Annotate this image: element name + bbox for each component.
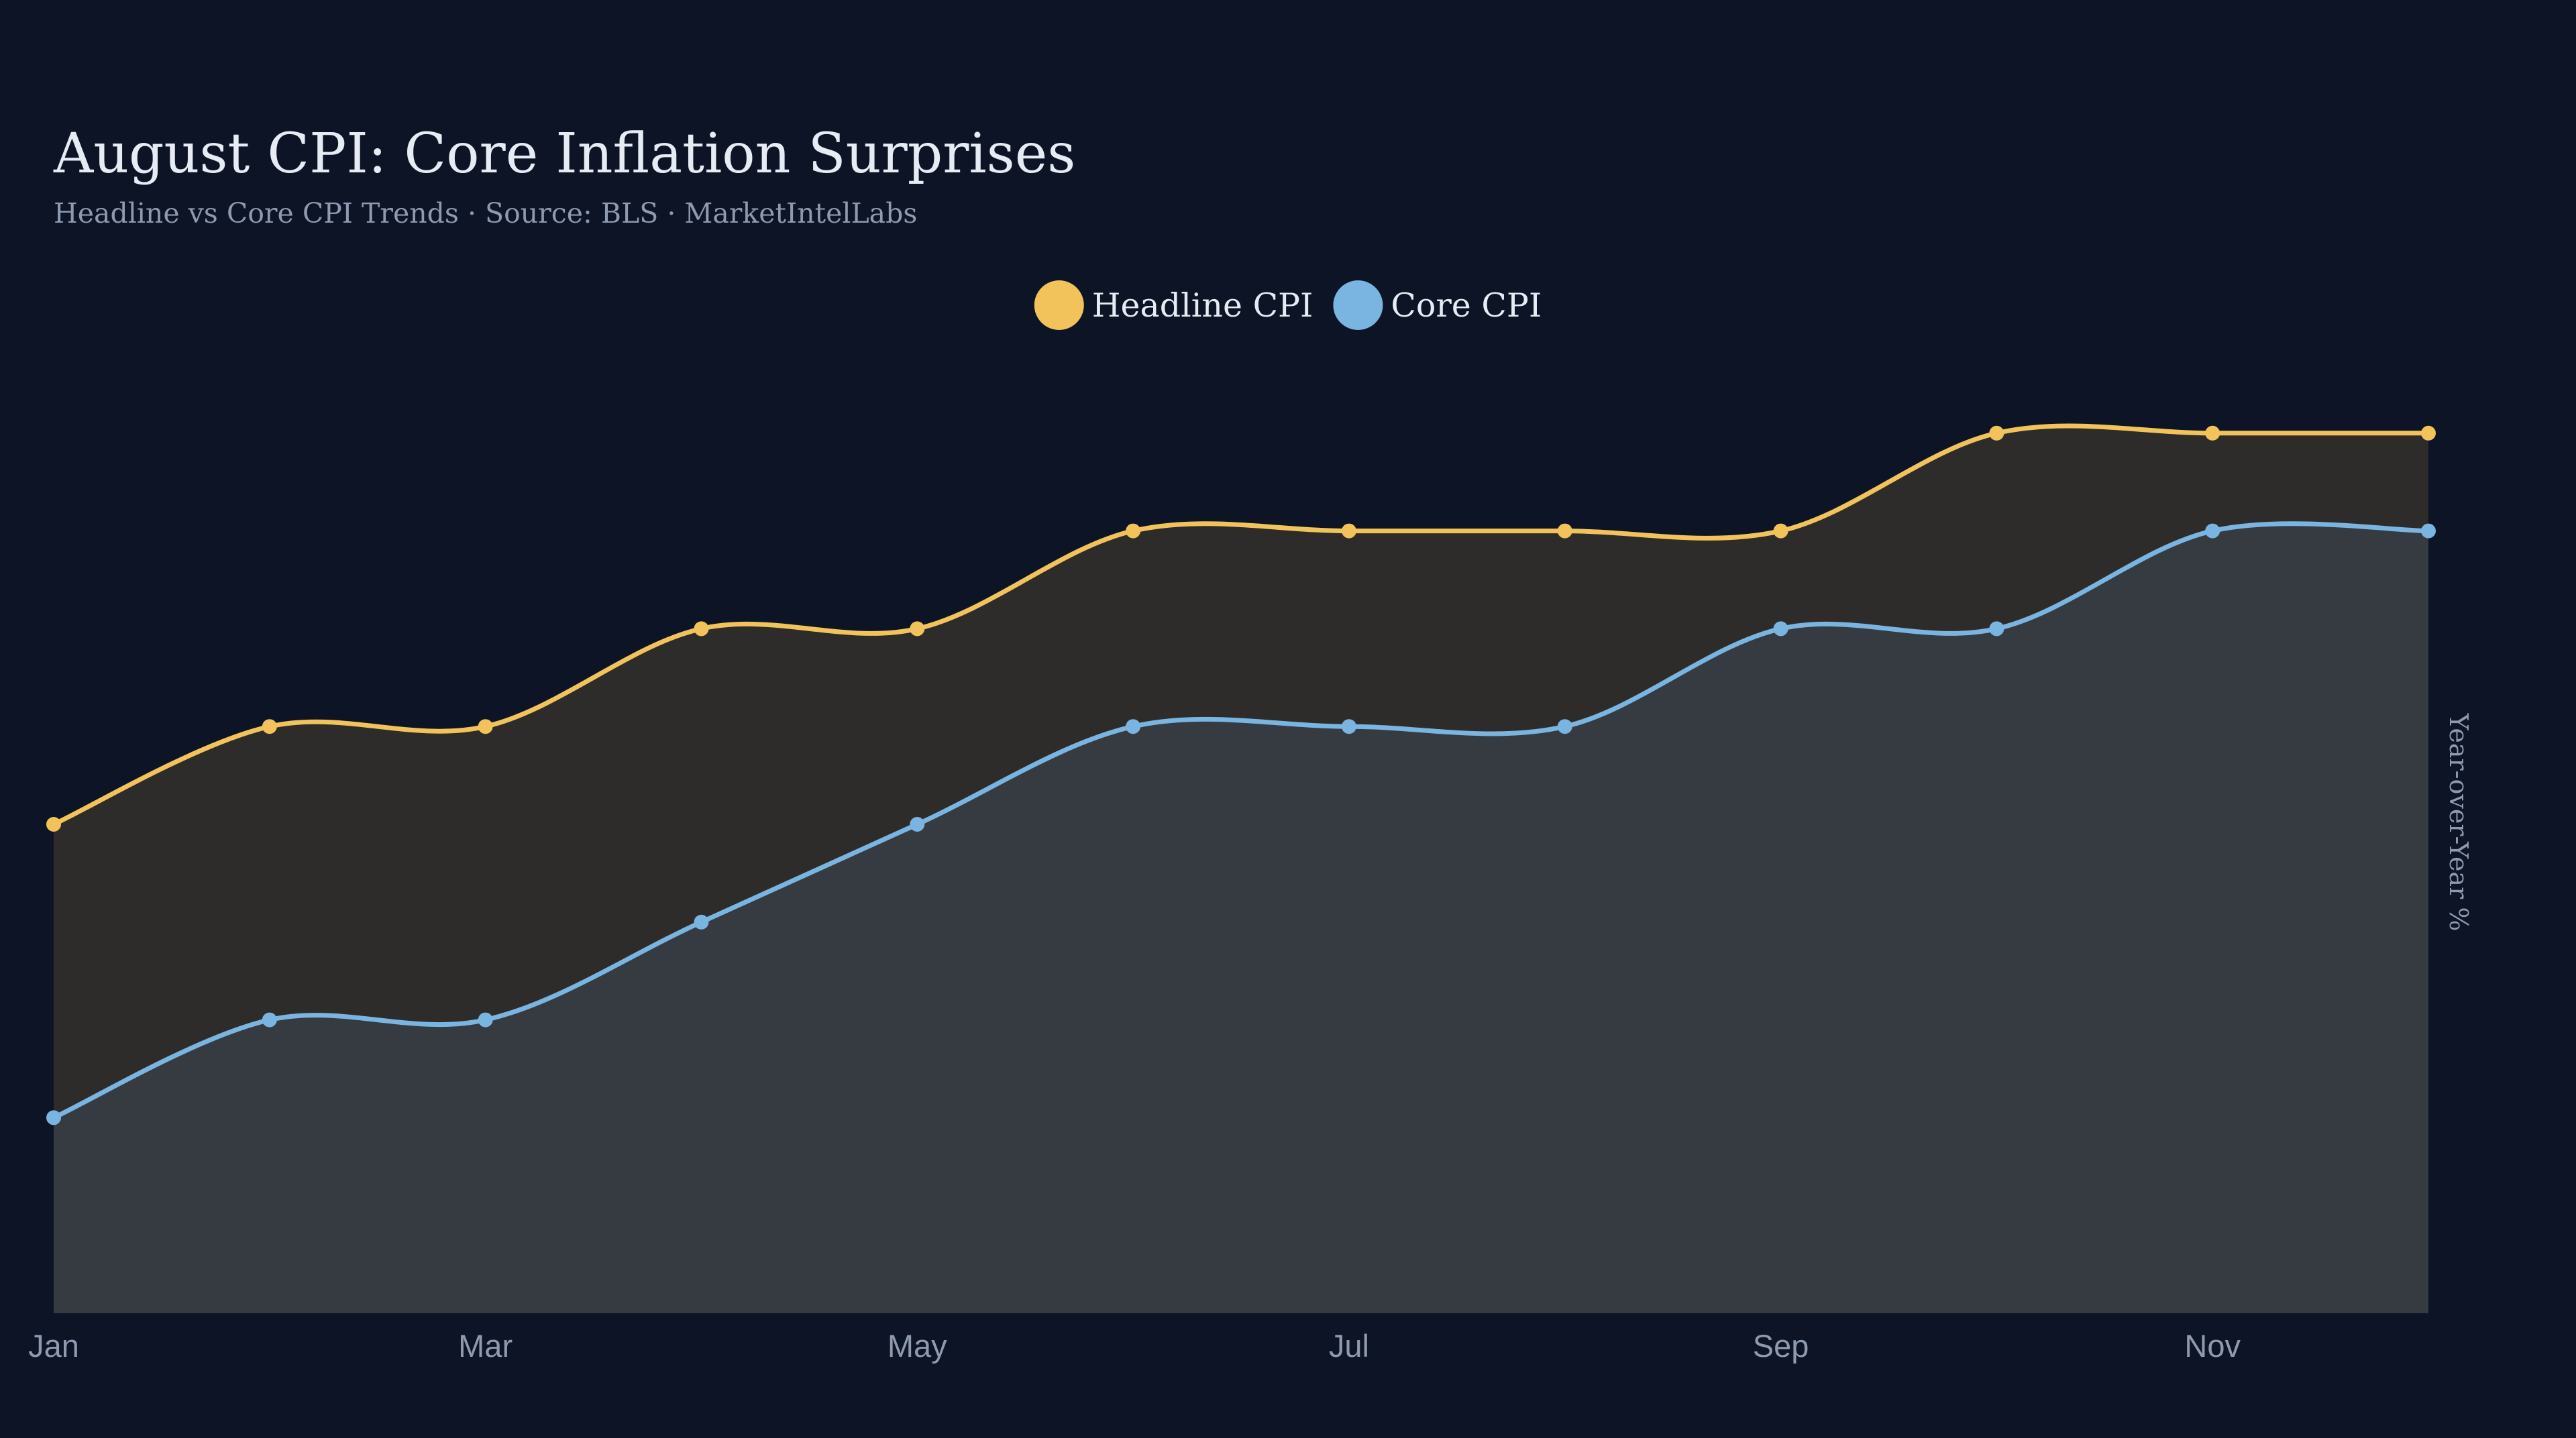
x-tick-label-mar: Mar: [458, 1328, 513, 1364]
legend-marker-headline-cpi: [1034, 280, 1084, 330]
x-axis-ticks: Jan Mar May Jul Sep Nov: [28, 1328, 2241, 1364]
series-points: [46, 425, 2436, 1125]
core-cpi-point-aug: [1557, 719, 1572, 734]
x-tick-label-may: May: [888, 1328, 947, 1364]
headline-cpi-point-jun: [1126, 523, 1141, 539]
legend-item-headline-cpi: Headline CPI: [1034, 280, 1313, 330]
series-lines: [51, 423, 2431, 1120]
core-cpi-point-jun: [1126, 719, 1141, 734]
headline-cpi-point-oct: [1989, 425, 2004, 441]
legend-marker-core-cpi: [1333, 280, 1383, 330]
headline-cpi-point-dec: [2421, 425, 2436, 441]
core-cpi-area: [54, 523, 2428, 1313]
x-tick-label-jan: Jan: [28, 1328, 79, 1364]
headline-cpi-point-mar: [478, 719, 493, 734]
x-tick-label-nov: Nov: [2184, 1328, 2241, 1364]
chart-subtitle: Headline vs Core CPI Trends · Source: BL…: [54, 197, 917, 229]
headline-cpi-point-sep: [1773, 523, 1788, 539]
core-cpi-point-dec: [2421, 523, 2436, 539]
x-tick-label-jul: Jul: [1329, 1328, 1369, 1364]
core-cpi-point-apr: [694, 914, 709, 930]
headline-cpi-point-nov: [2205, 425, 2220, 441]
chart-title: August CPI: Core Inflation Surprises: [53, 122, 1075, 186]
series-areas: [54, 426, 2428, 1313]
core-cpi-point-sep: [1773, 621, 1788, 637]
legend-label-headline-cpi: Headline CPI: [1092, 286, 1313, 325]
x-tick-label-sep: Sep: [1753, 1328, 1809, 1364]
headline-cpi-point-jan: [46, 817, 61, 832]
core-cpi-point-feb: [262, 1012, 277, 1028]
core-cpi-point-jan: [46, 1110, 61, 1125]
headline-cpi-line: [51, 423, 2431, 827]
headline-cpi-point-feb: [262, 719, 277, 734]
legend: Headline CPI Core CPI: [1034, 280, 1542, 330]
core-cpi-point-mar: [478, 1012, 493, 1028]
headline-cpi-point-may: [910, 621, 925, 637]
headline-cpi-point-jul: [1341, 523, 1356, 539]
legend-label-core-cpi: Core CPI: [1391, 286, 1542, 325]
y-axis-label: Year-over-Year %: [2444, 713, 2473, 932]
core-cpi-point-oct: [1989, 621, 2004, 637]
core-cpi-point-nov: [2205, 523, 2220, 539]
core-cpi-point-jul: [1341, 719, 1356, 734]
headline-cpi-point-aug: [1557, 523, 1572, 539]
headline-cpi-point-apr: [694, 621, 709, 637]
core-cpi-point-may: [910, 817, 925, 832]
legend-item-core-cpi: Core CPI: [1333, 280, 1542, 330]
core-cpi-line: [51, 521, 2431, 1120]
